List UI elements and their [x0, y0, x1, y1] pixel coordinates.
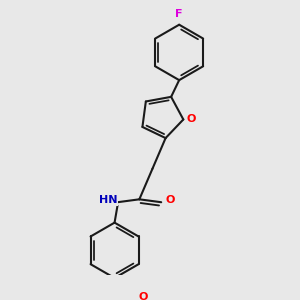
- Text: O: O: [138, 292, 148, 300]
- Text: O: O: [187, 115, 196, 124]
- Text: F: F: [176, 9, 183, 19]
- Text: HN: HN: [99, 195, 117, 205]
- Text: O: O: [166, 195, 175, 205]
